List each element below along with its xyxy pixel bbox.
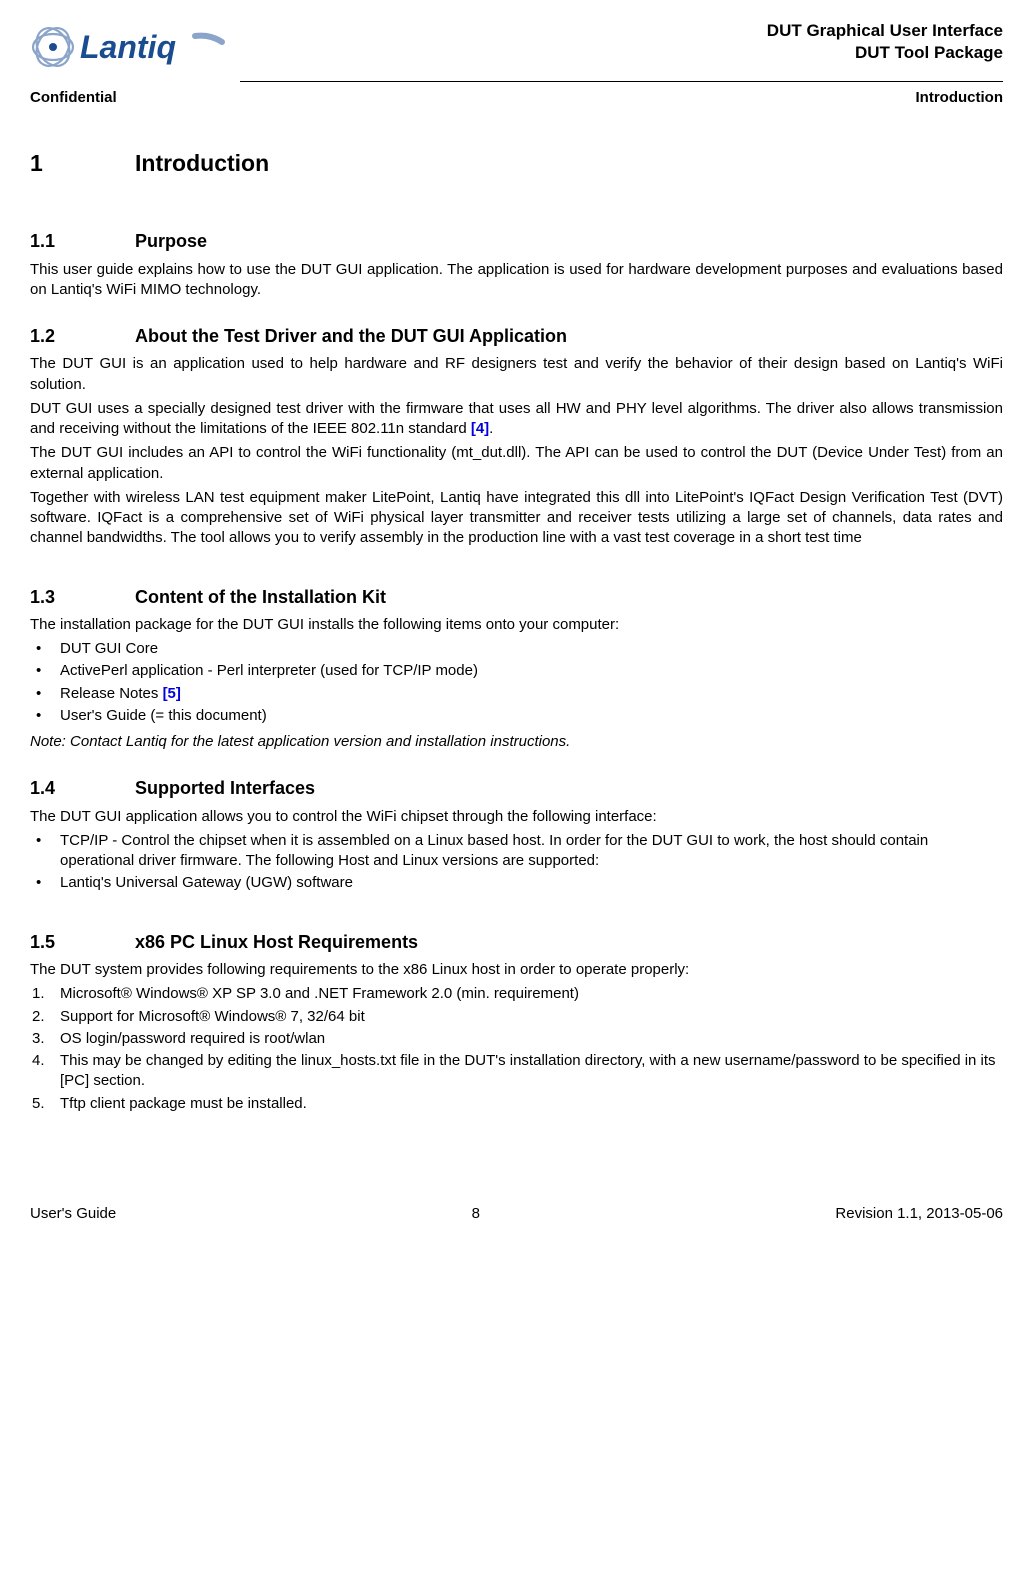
list-item: Tftp client package must be installed. — [30, 1094, 1003, 1114]
footer-row: User's Guide 8 Revision 1.1, 2013-05-06 — [30, 1204, 1003, 1224]
list-item: DUT GUI Core — [30, 639, 1003, 659]
chapter-title: Introduction — [135, 148, 269, 179]
list-item: ActivePerl application - Perl interprete… — [30, 661, 1003, 681]
list-item: TCP/IP - Control the chipset when it is … — [30, 831, 1003, 872]
section-1-3-heading: 1.3 Content of the Installation Kit — [30, 585, 1003, 609]
section-1-1-heading: 1.1 Purpose — [30, 229, 1003, 253]
footer-page-number: 8 — [472, 1204, 480, 1224]
paragraph: This user guide explains how to use the … — [30, 260, 1003, 301]
text: . — [489, 420, 493, 437]
list-item: Lantiq's Universal Gateway (UGW) softwar… — [30, 873, 1003, 893]
reference-link-4[interactable]: [4] — [471, 420, 489, 437]
list-item: This may be changed by editing the linux… — [30, 1051, 1003, 1092]
header-titles: DUT Graphical User Interface DUT Tool Pa… — [767, 20, 1003, 64]
section-title: About the Test Driver and the DUT GUI Ap… — [135, 324, 567, 348]
section-1-2-heading: 1.2 About the Test Driver and the DUT GU… — [30, 324, 1003, 348]
text: Release Notes — [60, 685, 163, 702]
chapter-heading: 1 Introduction — [30, 148, 1003, 179]
paragraph: The DUT system provides following requir… — [30, 960, 1003, 980]
lantiq-logo-icon: Lantiq — [30, 20, 230, 75]
section-label: Introduction — [916, 88, 1003, 108]
paragraph: The DUT GUI is an application used to he… — [30, 354, 1003, 395]
paragraph: DUT GUI uses a specially designed test d… — [30, 399, 1003, 440]
note: Note: Contact Lantiq for the latest appl… — [30, 732, 1003, 752]
section-number: 1.1 — [30, 229, 135, 253]
logo: Lantiq — [30, 20, 230, 75]
header-row: Lantiq DUT Graphical User Interface DUT … — [30, 20, 1003, 75]
section-title: Purpose — [135, 229, 207, 253]
reference-link-5[interactable]: [5] — [163, 685, 181, 702]
list-item: Microsoft® Windows® XP SP 3.0 and .NET F… — [30, 984, 1003, 1004]
chapter-number: 1 — [30, 148, 135, 179]
installation-kit-list: DUT GUI Core ActivePerl application - Pe… — [30, 639, 1003, 726]
confidential-label: Confidential — [30, 88, 117, 108]
paragraph: Together with wireless LAN test equipmen… — [30, 488, 1003, 549]
paragraph: The DUT GUI application allows you to co… — [30, 807, 1003, 827]
paragraph: The DUT GUI includes an API to control t… — [30, 443, 1003, 484]
section-number: 1.5 — [30, 930, 135, 954]
footer-left: User's Guide — [30, 1204, 116, 1224]
paragraph: The installation package for the DUT GUI… — [30, 615, 1003, 635]
section-title: x86 PC Linux Host Requirements — [135, 930, 418, 954]
requirements-list: Microsoft® Windows® XP SP 3.0 and .NET F… — [30, 984, 1003, 1114]
section-1-5-heading: 1.5 x86 PC Linux Host Requirements — [30, 930, 1003, 954]
section-title: Content of the Installation Kit — [135, 585, 386, 609]
header-rule — [240, 81, 1003, 82]
section-number: 1.2 — [30, 324, 135, 348]
section-number: 1.4 — [30, 776, 135, 800]
list-item: OS login/password required is root/wlan — [30, 1029, 1003, 1049]
header-title-line2: DUT Tool Package — [767, 42, 1003, 64]
list-item: Release Notes [5] — [30, 684, 1003, 704]
list-item: Support for Microsoft® Windows® 7, 32/64… — [30, 1007, 1003, 1027]
svg-text:Lantiq: Lantiq — [80, 29, 176, 65]
section-number: 1.3 — [30, 585, 135, 609]
header-title-line1: DUT Graphical User Interface — [767, 20, 1003, 42]
list-item: User's Guide (= this document) — [30, 706, 1003, 726]
interfaces-list: TCP/IP - Control the chipset when it is … — [30, 831, 1003, 894]
text: DUT GUI uses a specially designed test d… — [30, 400, 1003, 437]
subheader-row: Confidential Introduction — [30, 88, 1003, 108]
section-1-4-heading: 1.4 Supported Interfaces — [30, 776, 1003, 800]
footer-revision: Revision 1.1, 2013-05-06 — [835, 1204, 1003, 1224]
section-title: Supported Interfaces — [135, 776, 315, 800]
